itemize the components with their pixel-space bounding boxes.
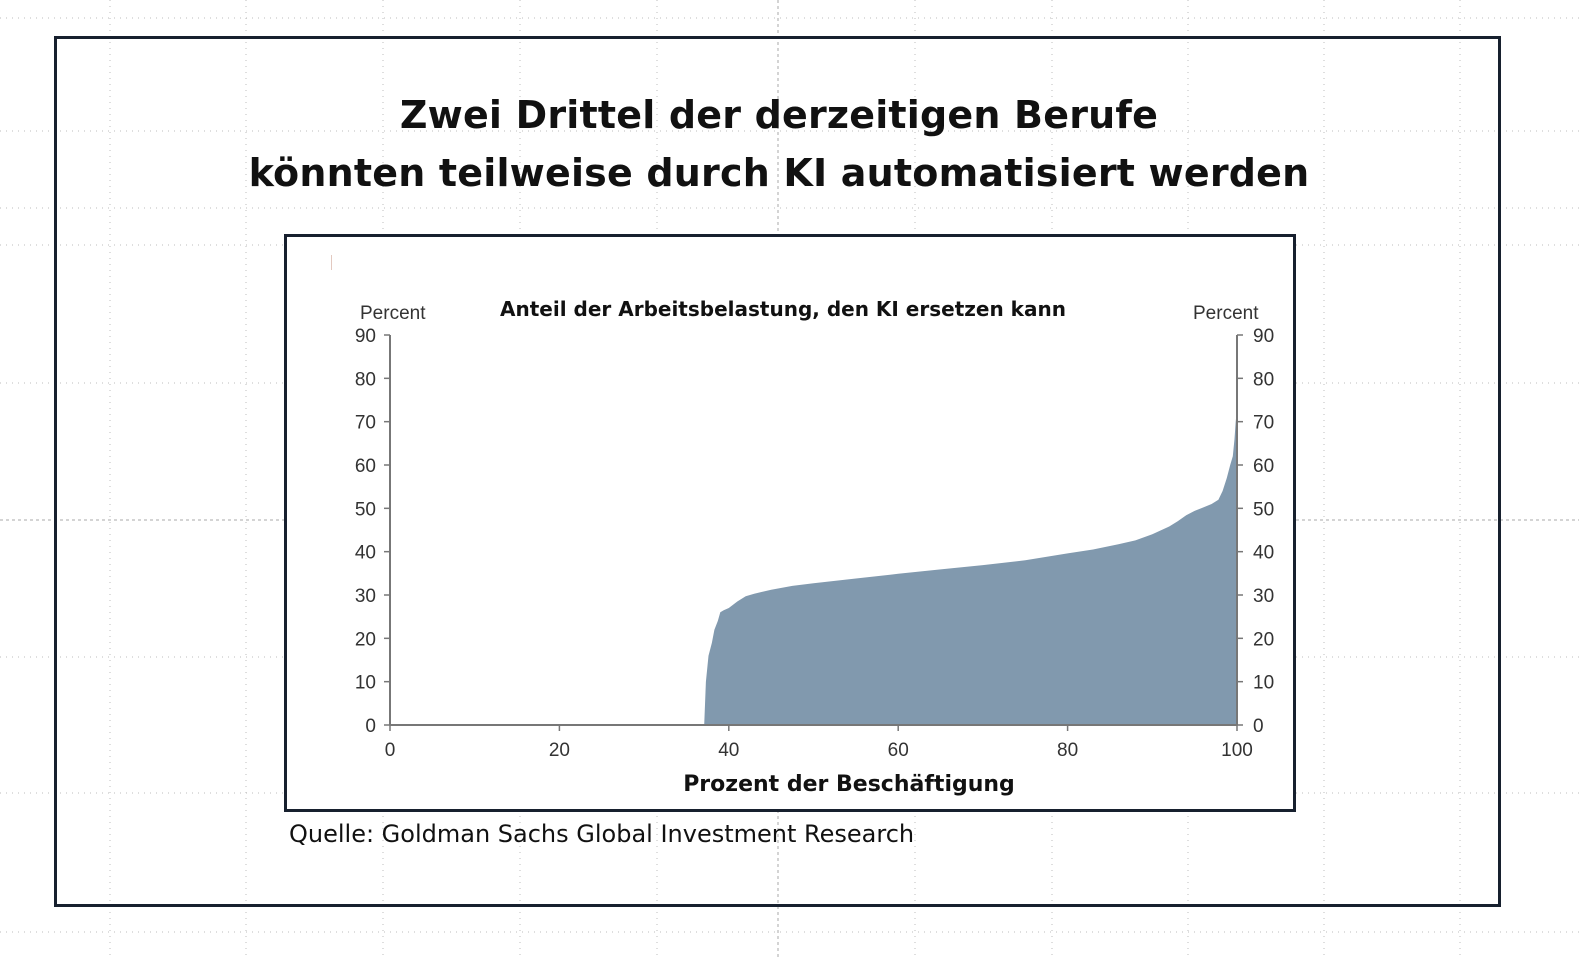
right-y-tick-label-70: 70 [1253, 413, 1274, 434]
left-y-ticks: 0 10 20 30 40 50 60 70 80 90 [355, 326, 390, 737]
left-y-tick-label-20: 20 [355, 629, 376, 650]
text-cursor-mark [331, 255, 332, 270]
left-y-tick-label-70: 70 [355, 413, 376, 434]
left-y-tick-label-80: 80 [355, 369, 376, 390]
left-y-tick-label-30: 30 [355, 586, 376, 607]
x-tick-label-40: 40 [718, 740, 739, 761]
right-y-tick-label-50: 50 [1253, 499, 1274, 520]
left-y-tick-label-10: 10 [355, 673, 376, 694]
left-y-tick-label-50: 50 [355, 499, 376, 520]
slide-title-line-2: könnten teilweise durch KI automatisiert… [248, 151, 1310, 195]
area-series [704, 408, 1237, 725]
x-tick-label-60: 60 [888, 740, 909, 761]
right-y-ticks: 0 10 20 30 40 50 60 70 80 90 [1237, 326, 1274, 737]
right-y-tick-label-60: 60 [1253, 456, 1274, 477]
x-axis-title: Prozent der Beschäftigung [683, 772, 1015, 797]
right-y-tick-label-20: 20 [1253, 629, 1274, 650]
right-y-unit-label: Percent [1193, 303, 1259, 324]
slide-title-line-1: Zwei Drittel der derzeitigen Berufe [399, 93, 1159, 137]
left-y-tick-label-90: 90 [355, 326, 376, 347]
slide-frame [54, 36, 1501, 907]
left-y-tick-label-60: 60 [355, 456, 376, 477]
right-y-tick-label-0: 0 [1253, 716, 1264, 737]
right-y-tick-label-10: 10 [1253, 673, 1274, 694]
source-note: Quelle: Goldman Sachs Global Investment … [289, 820, 915, 848]
x-tick-label-0: 0 [385, 740, 396, 761]
chart-title: Anteil der Arbeitsbelastung, den KI erse… [500, 297, 1066, 321]
right-y-tick-label-90: 90 [1253, 326, 1274, 347]
x-tick-label-80: 80 [1057, 740, 1078, 761]
x-ticks: 0 20 40 60 80 100 [385, 725, 1253, 761]
right-y-tick-label-30: 30 [1253, 586, 1274, 607]
x-tick-label-100: 100 [1221, 740, 1253, 761]
left-y-unit-label: Percent [360, 303, 426, 324]
left-y-tick-label-0: 0 [365, 716, 376, 737]
chart-container: 0 10 20 30 40 50 60 70 80 90 0 10 20 30 40 50 60 70 80 90 … [284, 234, 1296, 812]
right-y-tick-label-80: 80 [1253, 369, 1274, 390]
x-tick-label-20: 20 [549, 740, 570, 761]
slide-title: Zwei Drittel der derzeitigen Berufe könn… [54, 86, 1504, 202]
right-y-tick-label-40: 40 [1253, 543, 1274, 564]
left-y-tick-label-40: 40 [355, 543, 376, 564]
